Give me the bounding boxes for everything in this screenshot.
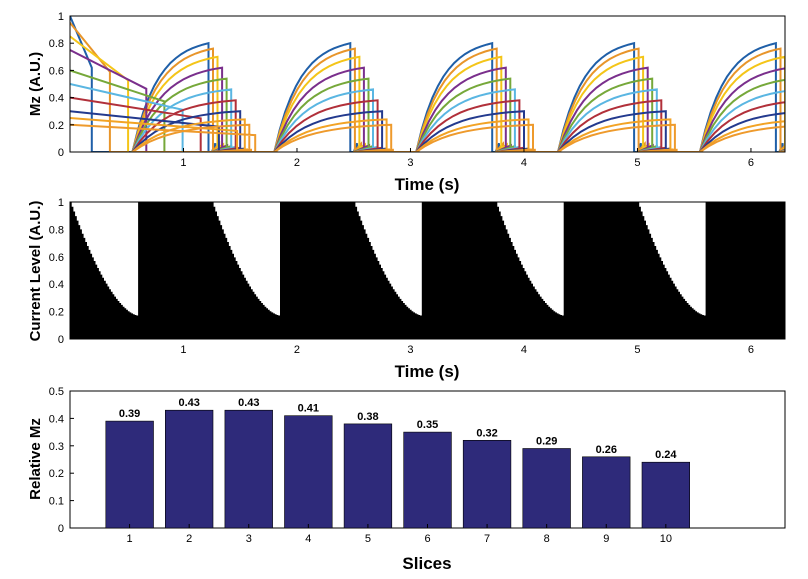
relative-mz-x-tick-label: 7 [484, 533, 490, 545]
mz-x-tick-label: 3 [407, 157, 413, 169]
bar-value-label: 0.24 [655, 449, 677, 461]
mz-x-axis-label: Time (s) [395, 175, 460, 194]
mz-y-tick-label: 0.2 [49, 120, 64, 132]
bar-slice-10 [641, 461, 691, 529]
current-level-cycle-5 [637, 202, 706, 316]
bar-value-label: 0.35 [417, 419, 438, 431]
current-level-y-tick-label: 0 [58, 334, 64, 346]
mz-y-ticks: 0 0.2 0.4 0.6 0.8 1 [49, 11, 74, 159]
current-level-x-tick-label: 6 [748, 344, 754, 356]
current-level-x-tick-label: 2 [294, 344, 300, 356]
bar-value-label: 0.26 [596, 444, 617, 456]
bar-slice-9 [582, 456, 631, 529]
bar-value-label: 0.29 [536, 436, 557, 448]
relative-mz-y-axis-label: Relative Mz [27, 418, 44, 500]
relative-mz-x-ticks: 1 2 3 4 5 6 7 8 9 10 [127, 524, 672, 545]
current-level-cycle-3 [353, 202, 422, 316]
relative-mz-y-tick-label: 0.1 [49, 496, 64, 508]
mz-line-chart: 0 0.2 0.4 0.6 0.8 1 1 2 3 4 5 6 Time (s) Mz (A.U.) [27, 11, 786, 194]
current-level-cycle-2 [211, 202, 280, 316]
bar-slice-2 [165, 409, 214, 529]
current-level-x-axis-label: Time (s) [395, 362, 460, 381]
relative-mz-x-tick-label: 4 [305, 533, 311, 545]
current-level-white-regions [70, 202, 706, 316]
relative-mz-y-tick-label: 0 [58, 523, 64, 535]
current-level-chart: 0 0.2 0.4 0.6 0.8 1 1 2 3 4 5 6 Time (s) Current L… [27, 197, 786, 381]
mz-y-tick-label: 0.6 [49, 65, 64, 77]
relative-mz-x-tick-label: 2 [186, 533, 192, 545]
bar-value-label: 0.38 [357, 411, 378, 423]
mz-y-axis-label: Mz (A.U.) [27, 52, 44, 116]
current-level-x-tick-label: 1 [180, 344, 186, 356]
current-level-x-tick-label: 3 [407, 344, 413, 356]
mz-x-tick-label: 2 [294, 157, 300, 169]
bar-slice-7 [462, 439, 512, 529]
relative-mz-x-tick-label: 1 [127, 533, 133, 545]
mz-x-tick-label: 1 [180, 157, 186, 169]
relative-mz-x-tick-label: 9 [603, 533, 609, 545]
bar-slice-5 [343, 423, 393, 529]
current-level-y-axis-label: Current Level (A.U.) [27, 201, 44, 342]
relative-mz-y-tick-label: 0.2 [49, 468, 64, 480]
relative-mz-y-tick-label: 0.4 [49, 413, 64, 425]
current-level-y-tick-label: 0.4 [49, 279, 64, 291]
relative-mz-x-tick-label: 8 [544, 533, 550, 545]
relative-mz-y-tick-label: 0.3 [49, 441, 64, 453]
mz-x-tick-label: 6 [748, 157, 754, 169]
current-level-x-tick-label: 4 [521, 344, 527, 356]
relative-mz-bar-chart: 0.390.43 0.43 0.410.380.350.320.290.26 0.24… [27, 386, 786, 573]
mz-axes-box [69, 15, 786, 153]
current-level-cycle-4 [495, 202, 564, 316]
relative-mz-y-tick-label: 0.5 [49, 386, 64, 398]
relative-mz-bars: 0.39 0.43 0.43 0.41 0.38 0.35 0.32 0.29 0.26 0.24 [105, 397, 691, 529]
bar-slice-6 [403, 431, 452, 529]
mz-x-tick-label: 4 [521, 157, 527, 169]
bar-value-label: 0.43 [238, 397, 259, 409]
bar-slice-3 [224, 409, 273, 529]
relative-mz-x-tick-label: 5 [365, 533, 371, 545]
relative-mz-x-tick-label: 3 [246, 533, 252, 545]
mz-y-tick-label: 0.4 [49, 93, 64, 105]
bar-value-label: 0.32 [476, 427, 497, 439]
current-level-y-tick-label: 0.6 [49, 252, 64, 264]
current-level-y-ticks: 0 0.2 0.4 0.6 0.8 1 [49, 197, 74, 346]
current-level-cycle-1 [70, 202, 139, 316]
current-level-y-tick-label: 0.8 [49, 224, 64, 236]
bar-value-label: 0.41 [298, 403, 319, 415]
current-level-axes-box [69, 201, 786, 340]
mz-y-tick-label: 1 [58, 11, 64, 23]
mz-y-tick-label: 0 [58, 147, 64, 159]
bar-slice-1 [105, 420, 154, 529]
current-level-y-tick-label: 0.2 [49, 307, 64, 319]
bar-value-label: 0.43 [178, 397, 199, 409]
mz-x-ticks: 1 2 3 4 5 6 [180, 148, 754, 169]
bar-value-label: 0.39 [119, 408, 140, 420]
relative-mz-x-axis-label: Slices [402, 554, 451, 573]
current-level-x-ticks: 1 2 3 4 5 6 [180, 335, 754, 356]
mz-x-tick-label: 5 [634, 157, 640, 169]
bar-slice-4 [284, 415, 333, 529]
relative-mz-x-tick-label: 10 [660, 533, 672, 545]
mz-y-tick-label: 0.8 [49, 38, 64, 50]
bar-slice-8 [522, 448, 571, 529]
current-level-y-tick-label: 1 [58, 197, 64, 209]
relative-mz-y-ticks: 0 0.1 0.2 0.3 0.4 0.5 [49, 386, 74, 535]
current-level-x-tick-label: 5 [634, 344, 640, 356]
relative-mz-x-tick-label: 6 [424, 533, 430, 545]
